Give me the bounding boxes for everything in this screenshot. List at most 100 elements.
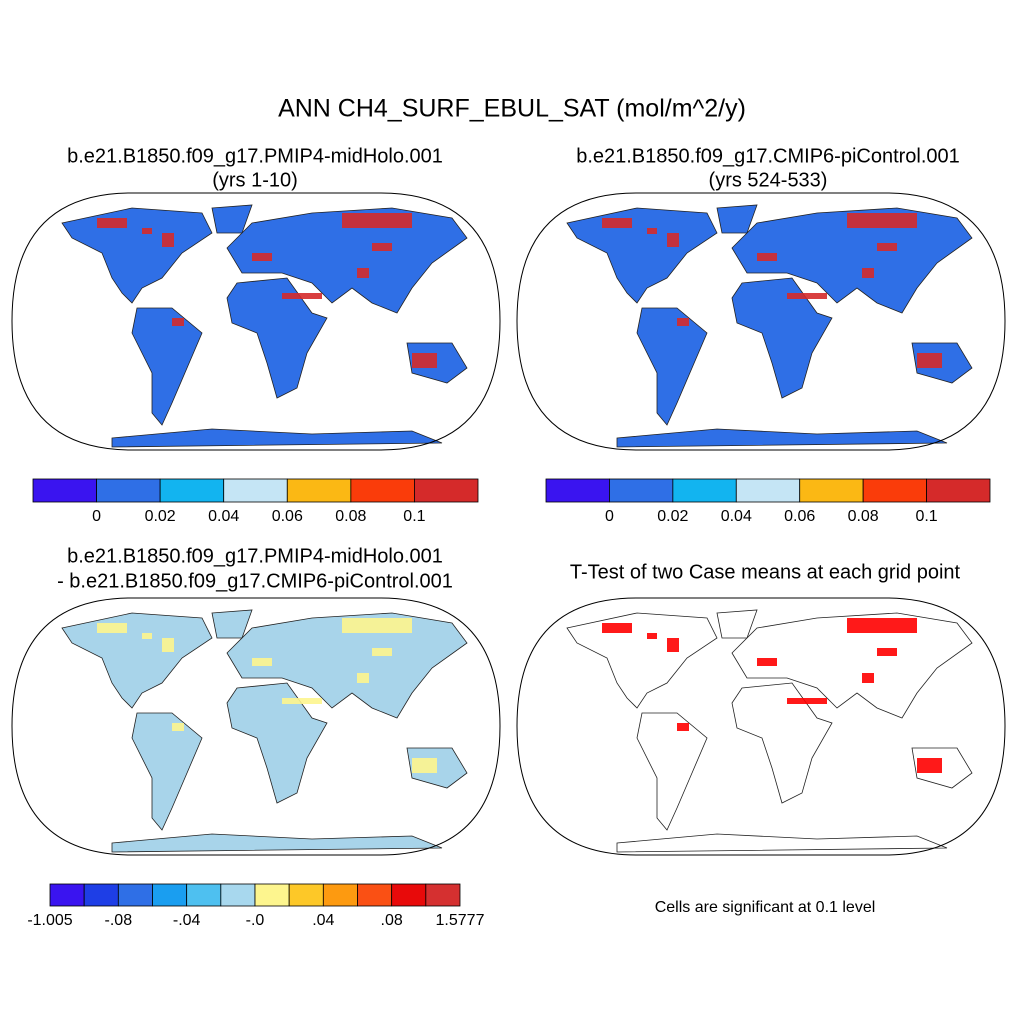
map-cells	[917, 353, 942, 368]
map-cells	[252, 253, 272, 261]
map-cells	[172, 318, 184, 326]
colorbar-box	[735, 478, 801, 503]
panel-title: T-Test of two Case means at each grid po…	[570, 561, 961, 583]
colorbar-label: 0.08	[848, 508, 879, 525]
map-cells	[787, 293, 827, 299]
land	[226, 612, 468, 719]
map-cells	[142, 633, 152, 639]
colorbar-label: -1.005	[27, 912, 72, 929]
map-cells	[602, 218, 632, 228]
land	[226, 207, 468, 314]
map-cells	[602, 623, 632, 633]
colorbar-box	[220, 883, 256, 907]
land	[131, 307, 203, 426]
panel-title: - b.e21.B1850.f09_g17.CMIP6-piControl.00…	[57, 570, 453, 592]
map-cells	[757, 253, 777, 261]
colorbar-box	[159, 478, 225, 503]
colorbar-label: 1.5777	[436, 912, 485, 929]
land	[616, 428, 948, 448]
land	[61, 612, 213, 709]
map-cells	[787, 698, 827, 704]
map-cells	[282, 293, 322, 299]
colorbar-label: -.08	[105, 912, 133, 929]
map-cells	[667, 233, 679, 247]
map	[11, 192, 501, 451]
colorbar-label: 0	[605, 508, 614, 525]
map-cells	[357, 673, 369, 683]
map-outline	[11, 597, 501, 856]
map-cells	[372, 648, 392, 656]
figure-title: ANN CH4_SURF_EBUL_SAT (mol/m^2/y)	[278, 95, 746, 123]
panel-title: b.e21.B1850.f09_g17.CMIP6-piControl.001	[576, 145, 960, 167]
land	[566, 207, 718, 304]
panel-title: b.e21.B1850.f09_g17.PMIP4-midHolo.001	[67, 545, 443, 567]
colorbar-label: .04	[312, 912, 334, 929]
colorbar-box	[609, 478, 674, 503]
land	[111, 428, 443, 448]
land	[731, 682, 833, 804]
map	[516, 192, 1006, 451]
colorbar-label: 0.1	[403, 508, 425, 525]
map-cells	[862, 673, 874, 683]
colorbar-label: 0.02	[657, 508, 688, 525]
panel-title: (yrs 1-10)	[212, 169, 298, 191]
colorbar-box	[254, 883, 290, 907]
map-outline	[516, 597, 1006, 856]
colorbar-label: .08	[381, 912, 403, 929]
land	[616, 833, 948, 853]
colorbar-box	[799, 478, 864, 503]
map-cells	[97, 623, 127, 633]
land	[111, 833, 443, 853]
colorbar-label: 0.04	[721, 508, 752, 525]
land	[131, 712, 203, 831]
map-outline	[516, 192, 1006, 451]
panel-title: b.e21.B1850.f09_g17.PMIP4-midHolo.001	[67, 145, 443, 167]
colorbar-label: 0.08	[335, 508, 366, 525]
land	[636, 307, 708, 426]
colorbar-box	[350, 478, 415, 503]
colorbar-box	[186, 883, 222, 907]
land	[731, 207, 973, 314]
colorbar-box	[926, 478, 991, 503]
land	[566, 612, 718, 709]
colorbar-box	[49, 883, 85, 907]
map-cells	[847, 618, 917, 633]
map-cells	[357, 268, 369, 278]
colorbar-box	[83, 883, 119, 907]
map-cells	[677, 318, 689, 326]
colorbar-box	[223, 478, 288, 503]
colorbar-box	[391, 883, 427, 907]
colorbar-label: 0.1	[915, 508, 937, 525]
colorbar-box	[672, 478, 737, 503]
map-cells	[667, 638, 679, 652]
colorbar-label: 0.04	[208, 508, 239, 525]
map-cells	[342, 213, 412, 228]
colorbar-label: 0.02	[145, 508, 176, 525]
map-cells	[172, 723, 184, 731]
colorbar-label: -.04	[173, 912, 201, 929]
land	[61, 207, 213, 304]
land	[636, 712, 708, 831]
colorbar-box	[117, 883, 153, 907]
colorbar-box	[286, 478, 352, 503]
map-cells	[282, 698, 322, 704]
map-cells	[342, 618, 412, 633]
map-cells	[677, 723, 689, 731]
map-cells	[372, 243, 392, 251]
colorbar-box	[414, 478, 479, 503]
colorbar-label: 0	[92, 508, 101, 525]
colorbar-box	[96, 478, 161, 503]
map	[11, 597, 501, 856]
colorbar-box	[425, 883, 461, 907]
land	[226, 682, 328, 804]
colorbar-box	[545, 478, 610, 503]
colorbar-label: -.0	[246, 912, 265, 929]
map-cells	[862, 268, 874, 278]
colorbar-box	[357, 883, 393, 907]
map-cells	[412, 758, 437, 773]
colorbar-box	[322, 883, 358, 907]
map-cells	[877, 243, 897, 251]
map	[516, 597, 1006, 856]
map-cells	[917, 758, 942, 773]
map-cells	[847, 213, 917, 228]
